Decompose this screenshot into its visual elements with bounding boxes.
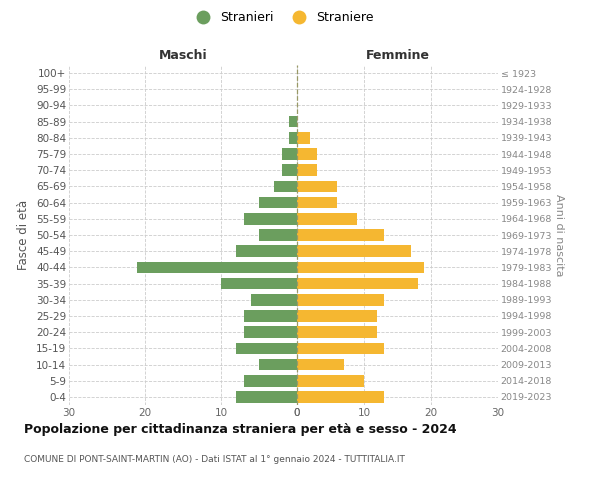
Bar: [297, 278, 418, 289]
Y-axis label: Fasce di età: Fasce di età: [17, 200, 31, 270]
Bar: [297, 375, 364, 386]
Title: Maschi: Maschi: [158, 50, 208, 62]
Bar: [289, 116, 297, 128]
Bar: [297, 310, 377, 322]
Bar: [297, 148, 317, 160]
Bar: [297, 358, 344, 370]
Bar: [289, 132, 297, 143]
Bar: [297, 262, 424, 273]
Y-axis label: Anni di nascita: Anni di nascita: [554, 194, 563, 276]
Bar: [221, 278, 297, 289]
Legend: Stranieri, Straniere: Stranieri, Straniere: [185, 6, 379, 29]
Title: Femmine: Femmine: [365, 50, 430, 62]
Bar: [297, 132, 310, 143]
Bar: [137, 262, 297, 273]
Bar: [297, 294, 384, 306]
Bar: [236, 246, 297, 257]
Bar: [244, 213, 297, 224]
Bar: [274, 180, 297, 192]
Bar: [297, 229, 384, 241]
Bar: [259, 229, 297, 241]
Bar: [297, 246, 411, 257]
Bar: [297, 391, 384, 402]
Bar: [282, 148, 297, 160]
Bar: [259, 197, 297, 208]
Bar: [282, 164, 297, 176]
Bar: [297, 326, 377, 338]
Bar: [236, 391, 297, 402]
Bar: [244, 375, 297, 386]
Text: COMUNE DI PONT-SAINT-MARTIN (AO) - Dati ISTAT al 1° gennaio 2024 - TUTTITALIA.IT: COMUNE DI PONT-SAINT-MARTIN (AO) - Dati …: [24, 455, 405, 464]
Bar: [297, 180, 337, 192]
Bar: [244, 310, 297, 322]
Bar: [236, 342, 297, 354]
Bar: [297, 213, 358, 224]
Text: Popolazione per cittadinanza straniera per età e sesso - 2024: Popolazione per cittadinanza straniera p…: [24, 422, 457, 436]
Bar: [297, 164, 317, 176]
Bar: [297, 342, 384, 354]
Bar: [244, 326, 297, 338]
Bar: [259, 358, 297, 370]
Bar: [251, 294, 297, 306]
Bar: [297, 197, 337, 208]
